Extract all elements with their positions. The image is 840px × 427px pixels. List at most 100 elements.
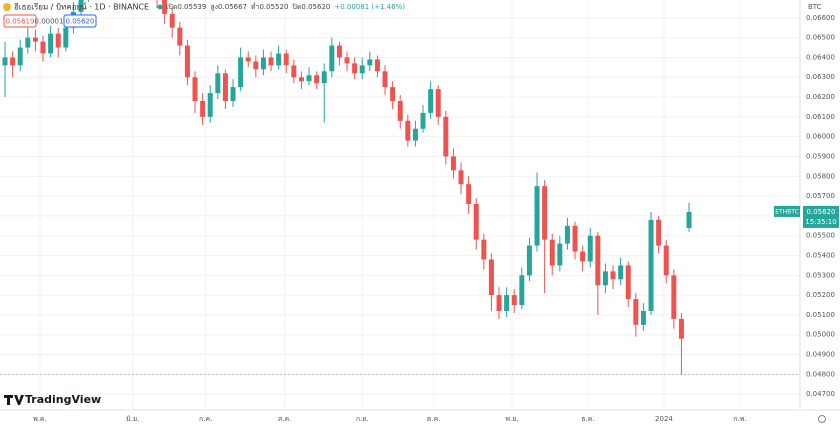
candle-body [595, 235, 601, 286]
candle-body [78, 0, 84, 12]
candle-body [602, 271, 608, 286]
x-tick-label: ก.ค. [199, 415, 212, 423]
candle-body [572, 225, 578, 252]
x-tick-label: พ.ค. [33, 415, 47, 423]
candle-body [656, 219, 662, 246]
candle-body [610, 271, 616, 280]
candle-body [169, 13, 175, 28]
candle-body [382, 71, 388, 88]
candle-body [405, 120, 411, 141]
sell-box[interactable] [3, 14, 37, 28]
y-tick-label: 0.05700 [806, 192, 835, 200]
candle-body [412, 128, 418, 141]
candle-body [443, 116, 449, 157]
chart-title: อีเธอเรียม / บิทคอยน์ · 1D · BINANCE [14, 2, 149, 12]
buy-price: 0.05620 [66, 18, 95, 26]
candle-body [511, 295, 517, 306]
candles [2, 0, 692, 375]
candle-body [10, 57, 16, 66]
candle-body [557, 243, 563, 266]
y-tick-label: 0.06200 [806, 93, 835, 101]
candle-body [618, 265, 624, 280]
candle-body [25, 37, 31, 48]
symbol-icon [3, 3, 11, 11]
candle-body [245, 57, 251, 62]
candle-body [336, 45, 342, 58]
y-tick-label: 0.06400 [806, 53, 835, 61]
candle-body [291, 65, 297, 78]
candle-body [374, 59, 380, 72]
candle-body [352, 63, 358, 74]
candle-body [40, 41, 46, 54]
candle-body [504, 295, 510, 311]
y-tick-label: 0.05500 [806, 232, 835, 240]
candle-body [359, 65, 365, 74]
symbol-tag: ETHBTC [775, 208, 799, 215]
legend-value: ต่ำ0.05520 [251, 2, 288, 11]
buy-box[interactable] [63, 14, 97, 28]
candle-body [640, 310, 646, 325]
x-tick-label: ต.ค. [427, 415, 441, 423]
candle-body [587, 235, 593, 262]
x-tick-label: พ.ย. [505, 415, 518, 423]
candle-body [625, 265, 631, 300]
candle-body [298, 77, 304, 82]
candle-body [184, 45, 190, 78]
candle-body [162, 0, 168, 14]
y-tick-label: 0.05800 [806, 172, 835, 180]
sell-price: 0.05619 [6, 18, 35, 26]
candle-body [686, 211, 692, 228]
candle-body [397, 101, 403, 121]
x-tick-label: ก.พ. [733, 415, 746, 423]
y-tick-label: 0.05100 [806, 311, 835, 319]
candle-body [580, 251, 586, 262]
candle-body [17, 47, 23, 66]
y-tick-label: 0.05000 [806, 331, 835, 339]
spread: 0.00001 [35, 18, 64, 26]
y-tick-label: 0.06000 [806, 133, 835, 141]
candle-body [633, 299, 639, 325]
countdown: 15:35:10 [805, 218, 836, 226]
candle-body [367, 59, 373, 66]
y-tick-label: 0.05400 [806, 252, 835, 260]
candle-body [238, 57, 244, 88]
x-tick-label: 2024 [655, 415, 673, 423]
candle-body [192, 77, 198, 102]
candle-body [306, 75, 312, 82]
candle-body [283, 53, 289, 66]
candle-body [268, 57, 274, 66]
price-tag: ETHBTC 0.05620 15:35:10 [774, 205, 839, 228]
candle-body [230, 87, 236, 102]
candle-body [420, 112, 426, 129]
candle-body [435, 89, 441, 117]
brand-name: TradingView [25, 393, 101, 406]
y-tick-label: 0.06100 [806, 113, 835, 121]
legend-value: สูง0.05667 [210, 3, 247, 11]
y-tick-label: 0.05900 [806, 152, 835, 160]
last-price-bg [803, 205, 839, 228]
brand: TradingView [4, 393, 101, 406]
y-tick-label: 0.04700 [806, 390, 835, 398]
legend-value: ปิด0.05620 [292, 3, 330, 11]
candle-body [200, 101, 206, 117]
candle-body [678, 318, 684, 339]
candle-body [564, 225, 570, 244]
x-tick-label: ก.ย. [356, 415, 369, 423]
brand-logo [4, 395, 24, 405]
candle-body [488, 259, 494, 296]
candle-body [496, 295, 502, 311]
settings-icon[interactable] [818, 415, 826, 423]
candle-body [663, 245, 669, 276]
candle-body [473, 204, 479, 240]
y-tick-label: 0.04800 [806, 370, 835, 378]
candle-body [458, 170, 464, 185]
candle-body [314, 75, 320, 84]
candle-body [207, 93, 213, 117]
y-tick-label: 0.05200 [806, 291, 835, 299]
y-tick-label: 0.05300 [806, 271, 835, 279]
symbol-tag-bg [774, 205, 800, 217]
candle-body [390, 87, 396, 102]
ohlc-legend: เปิด0.05539 สูง0.05667 ต่ำ0.05520 ปิด0.0562… [166, 2, 405, 11]
candle-body [55, 33, 61, 48]
candle-body [215, 73, 221, 94]
